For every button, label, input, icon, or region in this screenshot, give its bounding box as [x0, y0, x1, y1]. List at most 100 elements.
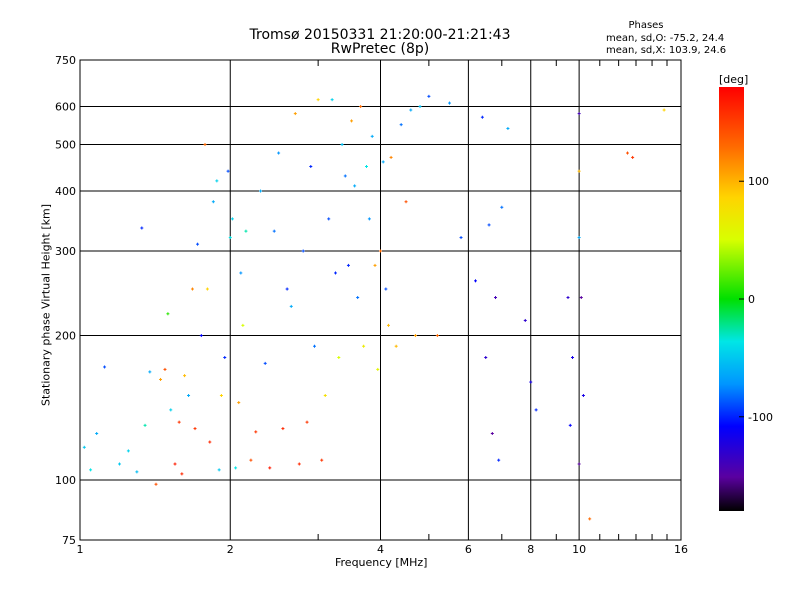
y-tick-label: 300	[55, 245, 76, 258]
data-point	[359, 105, 363, 109]
x-tick-label: 1	[77, 543, 84, 556]
data-point	[163, 367, 167, 371]
data-point	[249, 458, 253, 462]
plot-frame	[79, 59, 682, 541]
data-point	[241, 323, 245, 327]
data-point	[154, 482, 158, 486]
data-point	[529, 380, 533, 384]
data-point	[259, 189, 263, 193]
y-tick-label: 500	[55, 139, 76, 152]
data-point	[579, 296, 583, 300]
data-point	[353, 184, 357, 188]
data-point	[305, 420, 309, 424]
data-point	[480, 115, 484, 119]
data-point	[205, 287, 209, 291]
colorbar-tick-label: -100	[748, 411, 773, 424]
data-point	[523, 318, 527, 322]
data-point	[135, 470, 139, 474]
x-axis-label: Frequency [MHz]	[335, 556, 428, 569]
y-tick-labels: 75 100 200 300 400 500 600 750	[55, 54, 76, 547]
data-point	[126, 449, 130, 453]
data-point	[571, 355, 575, 359]
data-point	[244, 229, 248, 233]
data-point	[497, 458, 501, 462]
data-point	[534, 408, 538, 412]
phases-o-stats: mean, sd,O: -75.2, 24.4	[606, 33, 725, 44]
data-point	[404, 200, 408, 204]
data-point	[237, 401, 241, 405]
data-point	[448, 101, 452, 105]
data-point	[568, 423, 572, 427]
data-point	[577, 462, 581, 466]
data-point	[217, 468, 221, 472]
data-point	[281, 427, 285, 431]
y-tick-label: 100	[55, 474, 76, 487]
data-point	[239, 271, 243, 275]
data-point	[211, 200, 215, 204]
data-point	[230, 217, 234, 221]
y-tick-label: 400	[55, 185, 76, 198]
x-tick-labels: 1 2 4 6 8 10 16	[77, 543, 689, 556]
data-point	[183, 374, 187, 378]
data-point	[581, 394, 585, 398]
data-point	[323, 394, 327, 398]
data-point	[362, 344, 366, 348]
data-point	[285, 287, 289, 291]
data-point	[459, 236, 463, 240]
data-point	[89, 468, 93, 472]
data-point	[350, 119, 354, 123]
data-point	[506, 126, 510, 130]
data-point	[226, 169, 230, 173]
data-point	[473, 279, 477, 283]
chart-title-line1: Tromsø 20150331 21:20:00-21:21:43	[249, 27, 511, 43]
data-point	[337, 355, 341, 359]
data-point	[208, 440, 212, 444]
x-tick-label: 4	[377, 543, 384, 556]
data-point	[223, 355, 227, 359]
data-point	[190, 287, 194, 291]
data-point	[577, 169, 581, 173]
data-point	[343, 174, 347, 178]
data-point	[316, 98, 320, 102]
data-point	[625, 151, 629, 155]
data-point	[297, 462, 301, 466]
data-point	[196, 242, 200, 246]
y-tick-label: 600	[55, 101, 76, 114]
data-point	[346, 263, 350, 267]
data-point	[379, 249, 382, 253]
x-tick-label: 16	[674, 543, 688, 556]
data-point	[662, 108, 666, 112]
data-point	[312, 344, 316, 348]
data-point	[293, 112, 297, 116]
data-point	[254, 430, 258, 434]
data-point	[494, 296, 498, 300]
data-points	[82, 94, 666, 521]
x-tick-label: 6	[465, 543, 472, 556]
data-point	[330, 98, 334, 102]
y-tick-label: 750	[55, 54, 76, 67]
data-point	[356, 296, 360, 300]
data-point	[148, 370, 152, 374]
data-point	[333, 271, 337, 275]
x-tick-label: 10	[572, 543, 586, 556]
data-point	[118, 462, 122, 466]
data-point	[219, 394, 223, 398]
data-point	[384, 287, 388, 291]
data-point	[376, 367, 380, 371]
data-point	[577, 112, 581, 116]
data-point	[389, 155, 393, 159]
colorbar-tick-label: 100	[748, 175, 769, 188]
data-point	[487, 223, 491, 227]
data-point	[320, 458, 324, 462]
data-point	[95, 432, 99, 436]
data-point	[367, 217, 371, 221]
data-point	[365, 164, 369, 168]
x-tick-label: 8	[527, 543, 534, 556]
data-point	[413, 334, 417, 338]
data-point	[180, 472, 184, 476]
data-point	[159, 377, 163, 381]
y-tick-label: 200	[55, 330, 76, 343]
data-point	[289, 304, 293, 308]
data-point	[418, 105, 422, 109]
